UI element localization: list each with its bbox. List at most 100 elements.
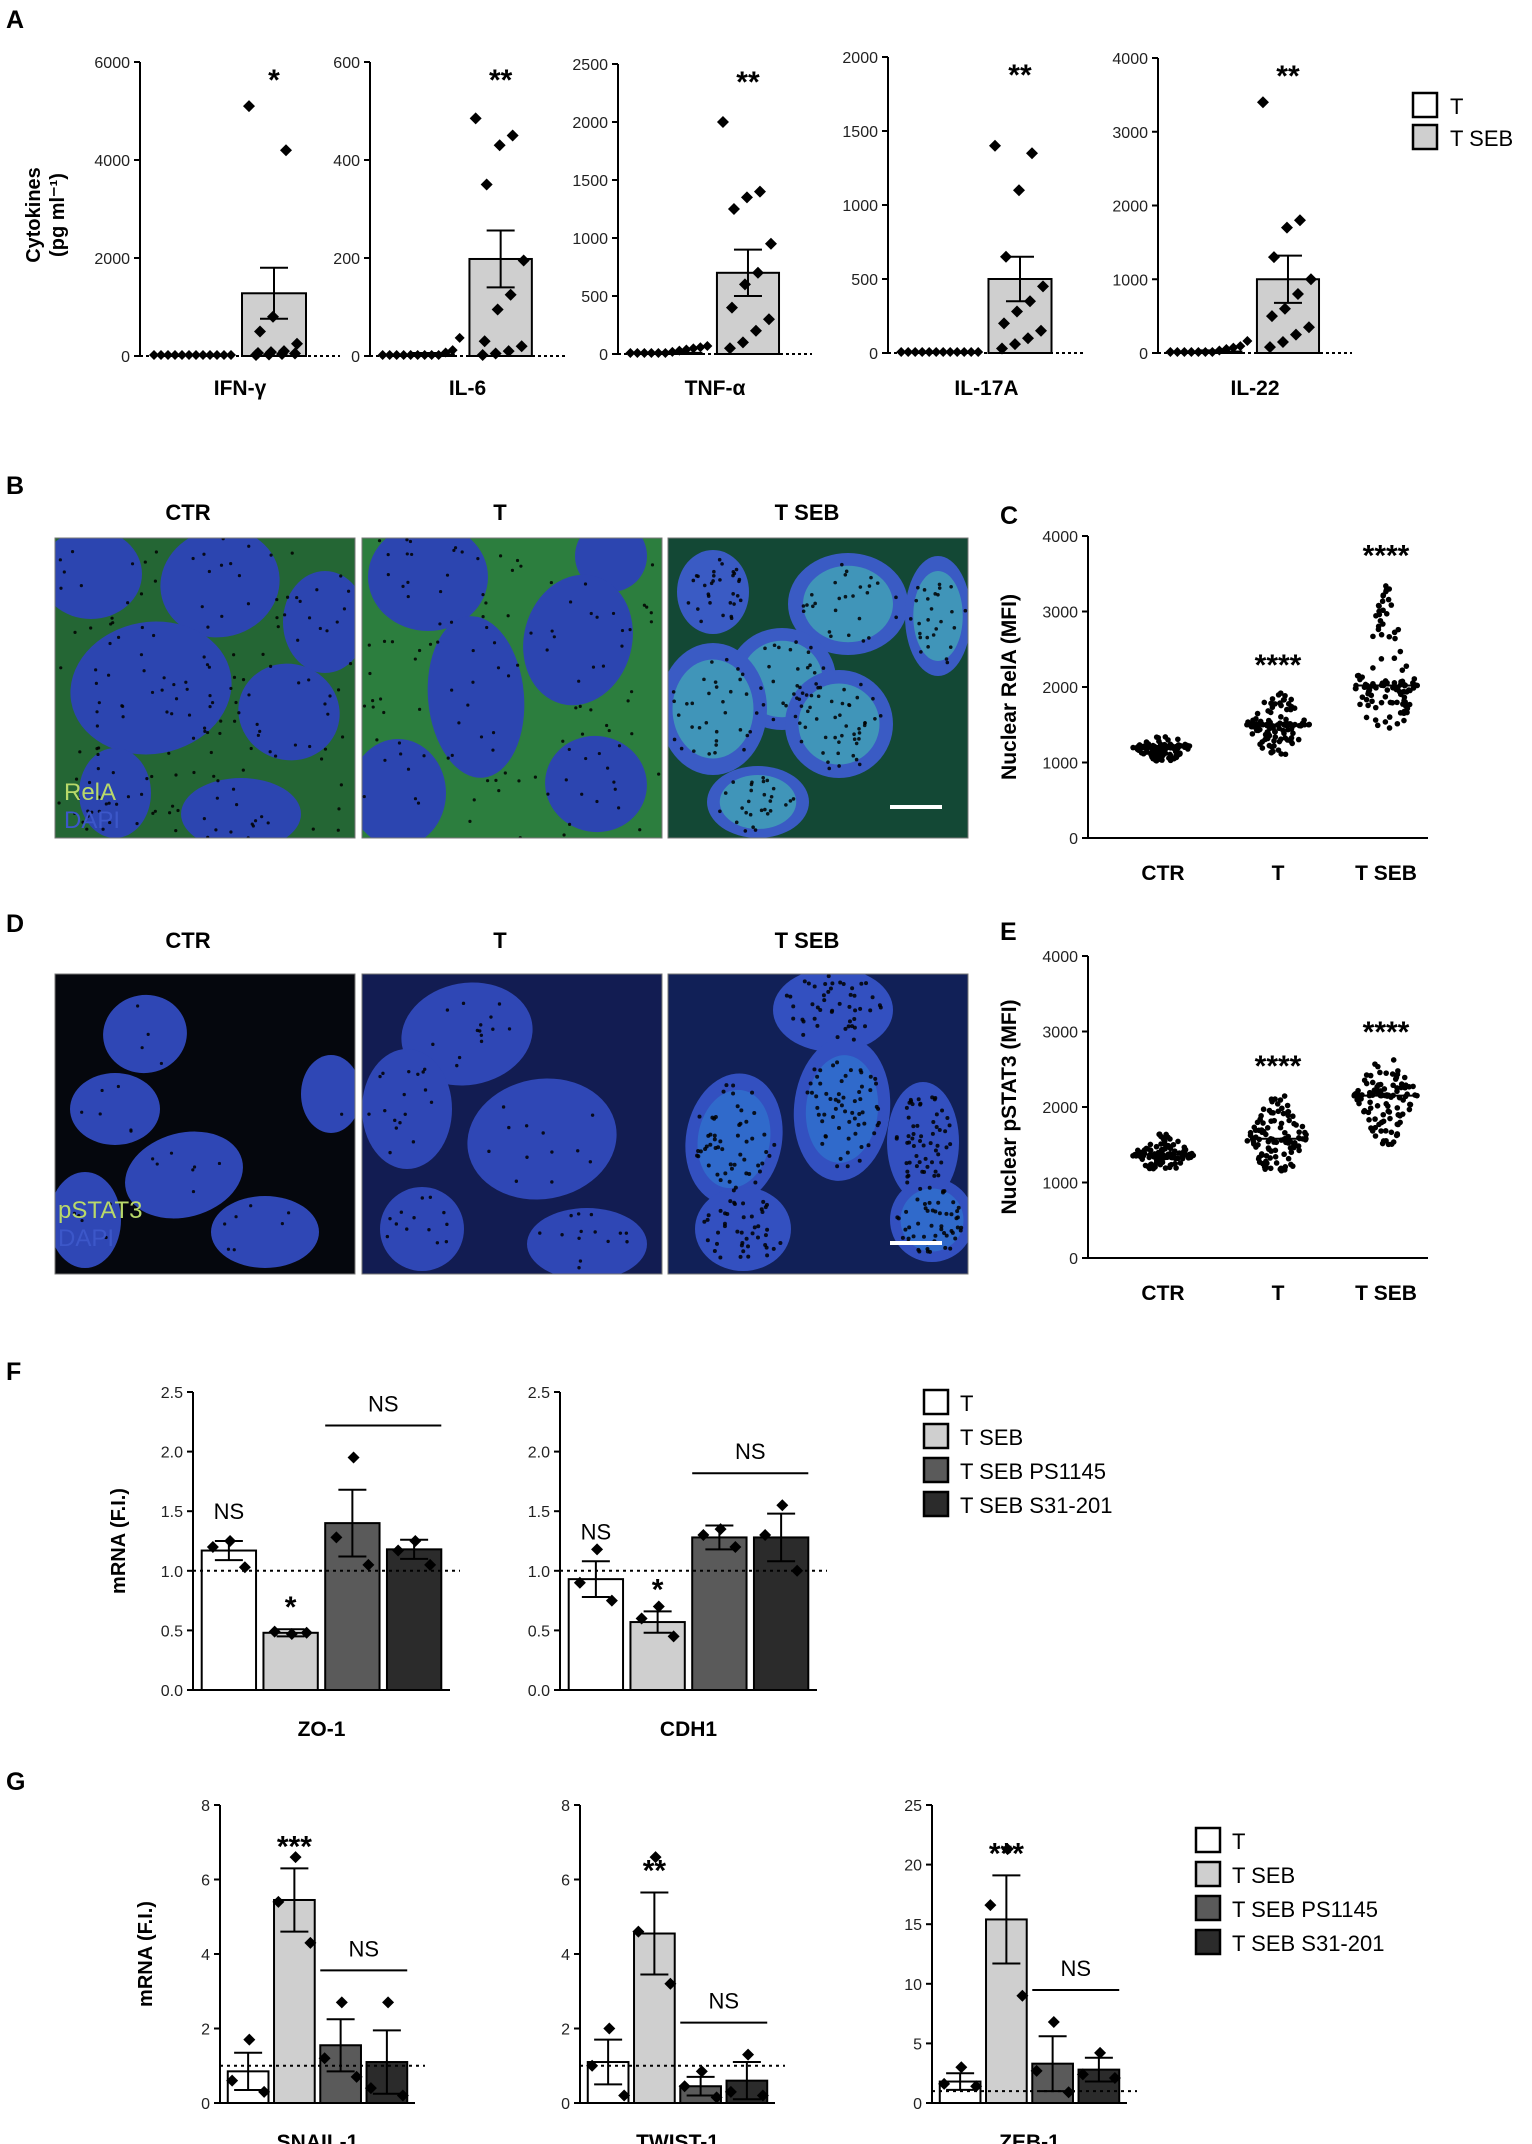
stain-speckle <box>833 580 837 585</box>
y-tick-label: 0 <box>121 349 130 366</box>
stain-speckle <box>749 1214 754 1219</box>
stain-speckle <box>857 1090 862 1095</box>
stain-speckle <box>850 986 855 991</box>
stain-speckle <box>576 1212 581 1216</box>
stain-speckle <box>857 731 862 735</box>
data-point-t <box>1282 1129 1288 1136</box>
stain-speckle <box>712 569 716 574</box>
stain-speckle <box>728 1199 733 1204</box>
stain-speckle <box>723 710 728 715</box>
stain-speckle <box>506 614 510 618</box>
stain-speckle <box>174 773 178 777</box>
stain-speckle <box>800 1017 805 1022</box>
stain-speckle <box>951 1200 956 1205</box>
stain-speckle <box>940 1108 945 1113</box>
y-tick-label: 4000 <box>1042 529 1078 546</box>
stain-speckle <box>76 796 80 801</box>
stain-speckle <box>781 701 785 706</box>
stain-speckle <box>852 993 857 998</box>
stain-speckle <box>234 700 238 705</box>
data-point-t <box>1272 1154 1279 1160</box>
chart-g-snail1: 0 2 4 6 8 mRNA (F.I.) *** NS SNAIL-1 <box>135 1798 425 2144</box>
stain-speckle <box>209 750 213 755</box>
stain-speckle <box>798 685 802 690</box>
y-tick-label: 2000 <box>1042 1100 1078 1117</box>
data-point <box>605 1594 618 1607</box>
stain-speckle <box>715 1172 720 1177</box>
data-point-tseb <box>517 254 530 267</box>
stain-speckle <box>73 630 77 634</box>
data-point-t <box>1279 1105 1285 1112</box>
stain-speckle <box>479 735 484 739</box>
data-point-t-seb <box>1383 611 1390 617</box>
micrograph-content <box>668 538 968 838</box>
y-tick-label: 1000 <box>842 198 878 215</box>
stain-speckle <box>791 1016 796 1021</box>
y-tick-label: 0 <box>201 2096 210 2113</box>
stain-speckle <box>721 1089 726 1094</box>
legend-a-label-t: T <box>1450 94 1463 119</box>
stain-speckle <box>788 994 793 999</box>
data-point-t <box>1278 1120 1285 1127</box>
stain-speckle <box>952 626 957 630</box>
stain-speckle <box>444 1239 449 1244</box>
stain-speckle <box>837 740 841 744</box>
stain-speckle <box>772 1142 777 1147</box>
data-point-t <box>1285 1109 1292 1115</box>
stain-speckle <box>821 993 826 998</box>
stain-speckle <box>143 560 147 564</box>
stain-speckle <box>843 594 848 599</box>
stain-speckle <box>859 981 864 986</box>
data-point <box>652 1600 665 1613</box>
stain-speckle <box>107 801 111 805</box>
stain-speckle <box>367 643 371 647</box>
stain-speckle <box>613 787 617 791</box>
stain-speckle <box>203 729 207 733</box>
stain-speckle <box>843 1109 848 1114</box>
data-point-tseb <box>504 288 517 301</box>
stain-speckle <box>86 814 90 818</box>
stain-speckle <box>850 1024 855 1029</box>
data-point <box>632 1925 645 1938</box>
bar-t-seb-s31-201 <box>752 1536 810 1691</box>
stain-speckle <box>95 724 99 728</box>
stain-speckle <box>139 653 144 657</box>
stain-speckle <box>690 725 694 729</box>
stain-speckle <box>948 1142 953 1147</box>
stain-speckle <box>918 631 922 636</box>
stain-speckle <box>393 1118 397 1123</box>
stain-speckle <box>907 1225 912 1230</box>
stain-speckle <box>874 1081 879 1086</box>
data-point-t <box>226 350 236 360</box>
stain-speckle <box>764 1150 769 1155</box>
stain-speckle <box>185 687 189 691</box>
image-b-title-tseb: T SEB <box>775 500 840 525</box>
stain-speckle <box>269 553 273 557</box>
y-tick-label: 1.0 <box>161 1564 183 1581</box>
data-point-tseb <box>1293 214 1306 227</box>
stain-speckle <box>626 699 630 703</box>
data-point-t <box>1288 738 1294 745</box>
stain-speckle <box>911 1143 916 1148</box>
stain-speckle <box>696 574 700 579</box>
stain-speckle <box>307 616 312 620</box>
stain-speckle <box>435 1241 440 1245</box>
stain-speckle <box>723 791 728 795</box>
stain-speckle <box>846 1136 851 1141</box>
data-point-t-seb <box>1369 1079 1376 1086</box>
stain-speckle <box>589 1212 594 1217</box>
data-point-t-seb <box>1382 693 1389 700</box>
nucleus-glow <box>672 659 754 759</box>
data-point-tseb <box>1010 305 1023 318</box>
data-point <box>318 2052 331 2065</box>
stain-speckle <box>865 590 870 595</box>
stain-speckle <box>857 1158 862 1163</box>
stain-speckle <box>839 1079 844 1084</box>
significance-marker: ** <box>489 64 513 97</box>
data-point-t <box>1165 347 1176 357</box>
stain-speckle <box>816 694 821 699</box>
data-point <box>573 1576 586 1589</box>
significance-marker: *** <box>989 1837 1024 1870</box>
data-point <box>364 2082 377 2095</box>
stain-speckle <box>735 593 740 598</box>
